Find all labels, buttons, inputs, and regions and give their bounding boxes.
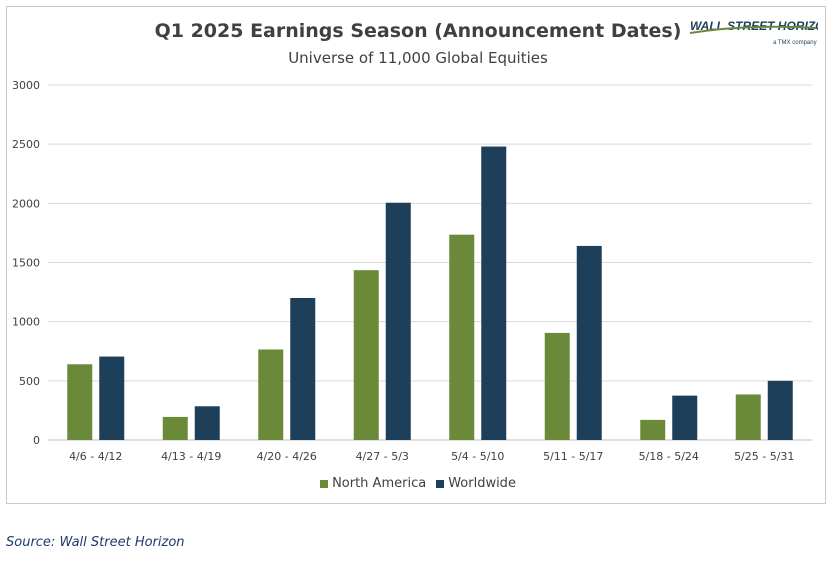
y-tick-label: 2000 [12,197,40,210]
x-tick-label: 5/11 - 5/17 [543,450,603,463]
legend-label: Worldwide [448,476,516,491]
bar-north-america [353,270,379,440]
bar-north-america [544,332,570,440]
bar-north-america [162,416,188,440]
y-tick-label: 2500 [12,138,40,151]
legend-swatch [320,479,329,488]
x-tick-label: 4/13 - 4/19 [161,450,221,463]
legend-swatch [436,479,445,488]
bar-worldwide [194,406,220,440]
bar-north-america [258,349,284,440]
bar-north-america [640,419,666,440]
bar-worldwide [99,356,125,440]
chart-subtitle: Universe of 11,000 Global Equities [288,49,548,67]
x-tick-label: 4/20 - 4/26 [257,450,317,463]
y-tick-label: 0 [33,434,40,447]
bar-north-america [735,394,761,440]
bar-worldwide [672,395,698,440]
wall-street-horizon-logo: WALL STREET HORIZON a TMX company [689,19,818,46]
y-tick-label: 3000 [12,79,40,92]
svg-text:a TMX company: a TMX company [773,40,817,46]
bar-north-america [67,364,93,440]
x-tick-label: 4/27 - 5/3 [356,450,409,463]
legend-item: Worldwide [436,476,516,491]
bar-north-america [449,234,475,440]
chart-title: Q1 2025 Earnings Season (Announcement Da… [154,20,682,42]
chart-legend: North America Worldwide [0,476,836,492]
bar-worldwide [481,146,507,441]
bar-worldwide [290,298,316,440]
legend-label: North America [332,476,427,491]
bar-worldwide [385,202,411,440]
source-note: Source: Wall Street Horizon [6,535,185,550]
bar-worldwide [767,380,793,440]
legend-item: North America [320,476,426,491]
x-tick-label: 5/25 - 5/31 [734,450,794,463]
x-tick-label: 5/18 - 5/24 [639,450,699,463]
y-tick-label: 1500 [12,257,40,270]
y-tick-label: 1000 [12,316,40,329]
y-tick-label: 500 [19,375,40,388]
bar-worldwide [576,245,602,440]
x-tick-label: 5/4 - 5/10 [451,450,504,463]
x-tick-label: 4/6 - 4/12 [69,450,122,463]
